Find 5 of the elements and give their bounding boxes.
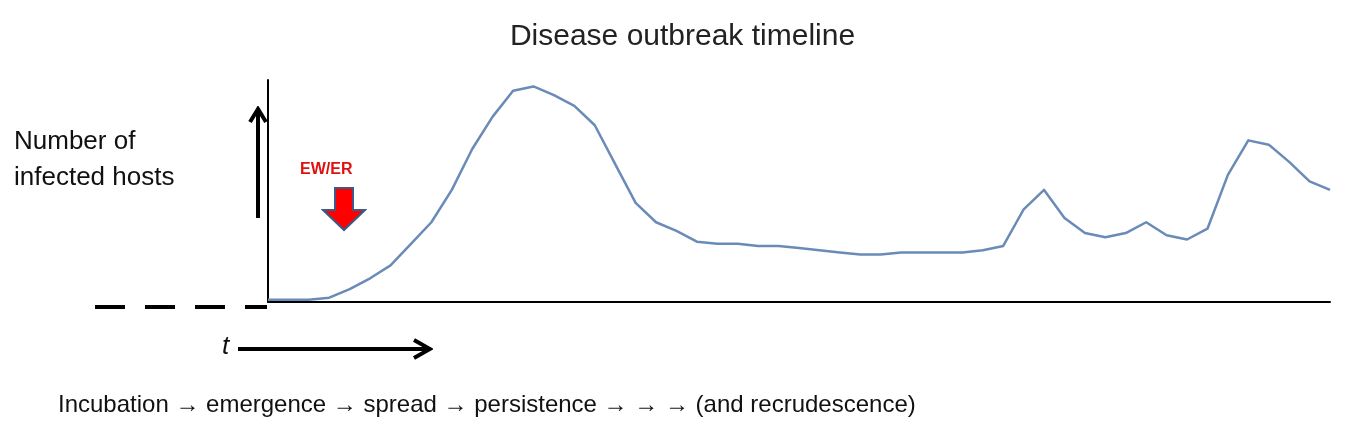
chart-title: Disease outbreak timeline [509,17,856,51]
x-axis-title: t [222,330,230,361]
y-axis-title: Number of infected hosts [14,124,176,193]
text: Incubation → emergence → spread → persistence → → → (and recrudescence) [58,390,916,418]
annotation: EW/ER [300,160,353,178]
